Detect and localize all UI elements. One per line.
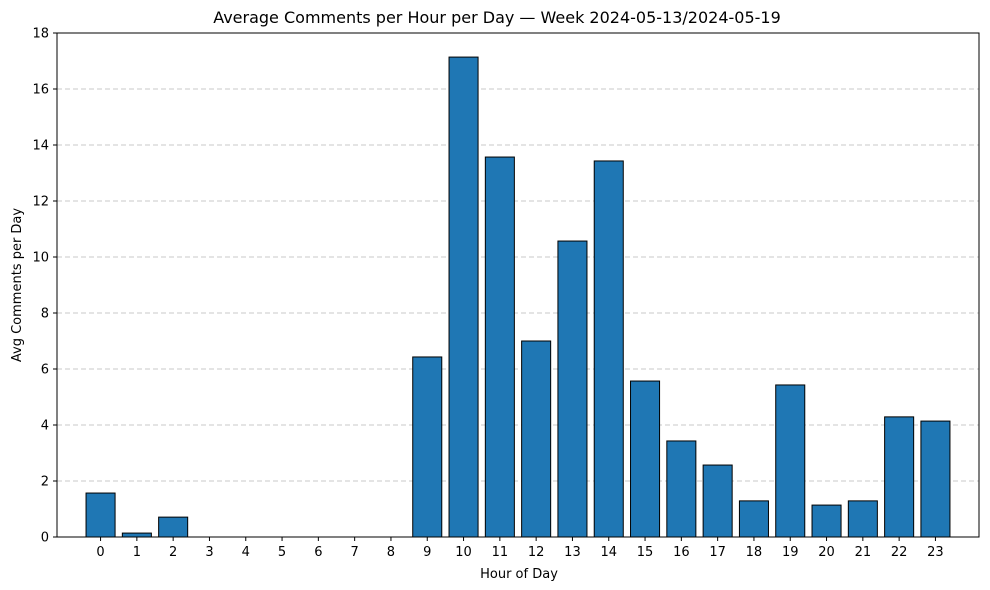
y-tick-label: 0 <box>41 531 49 546</box>
x-tick-label: 6 <box>314 545 322 560</box>
bar-hour-9 <box>412 356 443 538</box>
x-tick-label: 1 <box>133 545 141 560</box>
bar-hour-11 <box>484 156 515 538</box>
bar-hour-19 <box>775 384 806 538</box>
bar-hour-15 <box>630 380 661 538</box>
y-tick-label: 14 <box>32 139 49 154</box>
bar-hour-18 <box>738 500 769 538</box>
y-tick-label: 18 <box>32 27 49 42</box>
x-tick-label: 18 <box>746 545 763 560</box>
x-tick-label: 0 <box>96 545 104 560</box>
bar-hour-14 <box>593 160 624 538</box>
bar-hour-23 <box>920 420 951 538</box>
x-tick-label: 8 <box>387 545 395 560</box>
bar-hour-16 <box>666 440 697 538</box>
bar-hour-12 <box>521 340 552 538</box>
x-tick-label: 23 <box>927 545 944 560</box>
y-tick-label: 2 <box>41 475 49 490</box>
bar-hour-10 <box>448 56 479 538</box>
bars <box>85 56 951 538</box>
x-tick-label: 20 <box>818 545 835 560</box>
y-tick-label: 4 <box>41 419 49 434</box>
x-tick-label: 17 <box>709 545 726 560</box>
x-tick-label: 15 <box>637 545 654 560</box>
x-tick-label: 5 <box>278 545 286 560</box>
x-axis-label: Hour of Day <box>480 567 558 582</box>
x-tick-label: 12 <box>528 545 545 560</box>
y-axis-ticks: 0 2 4 6 8 10 12 14 16 18 <box>32 27 57 546</box>
grid-lines <box>57 88 979 482</box>
x-tick-label: 11 <box>492 545 509 560</box>
y-axis-label: Avg Comments per Day <box>10 208 25 363</box>
bar-hour-21 <box>847 500 878 538</box>
y-tick-label: 12 <box>32 195 49 210</box>
plot-frame <box>56 32 980 538</box>
x-tick-label: 4 <box>242 545 250 560</box>
chart-title: Average Comments per Hour per Day — Week… <box>213 8 781 27</box>
x-tick-label: 14 <box>600 545 617 560</box>
x-tick-label: 22 <box>891 545 908 560</box>
x-tick-label: 7 <box>351 545 359 560</box>
x-tick-label: 19 <box>782 545 799 560</box>
bar-hour-22 <box>884 416 915 538</box>
bar-hour-20 <box>811 504 842 538</box>
y-tick-label: 16 <box>32 83 49 98</box>
bar-hour-13 <box>557 240 588 538</box>
bar-hour-17 <box>702 464 733 538</box>
bar-hour-0 <box>85 492 116 538</box>
bar-hour-1 <box>121 532 152 538</box>
x-tick-label: 16 <box>673 545 690 560</box>
x-tick-label: 2 <box>169 545 177 560</box>
x-tick-label: 21 <box>855 545 872 560</box>
x-axis-ticks: 0 1 2 3 4 5 6 7 8 9 10 11 12 13 14 15 16 17 18 19 20 21 22 23 <box>96 537 944 560</box>
x-tick-label: 3 <box>205 545 213 560</box>
x-tick-label: 13 <box>564 545 581 560</box>
y-tick-label: 10 <box>32 251 49 266</box>
x-tick-label: 10 <box>455 545 472 560</box>
bar-hour-2 <box>158 516 189 538</box>
x-tick-label: 9 <box>423 545 431 560</box>
y-tick-label: 8 <box>41 307 49 322</box>
y-tick-label: 6 <box>41 363 49 378</box>
